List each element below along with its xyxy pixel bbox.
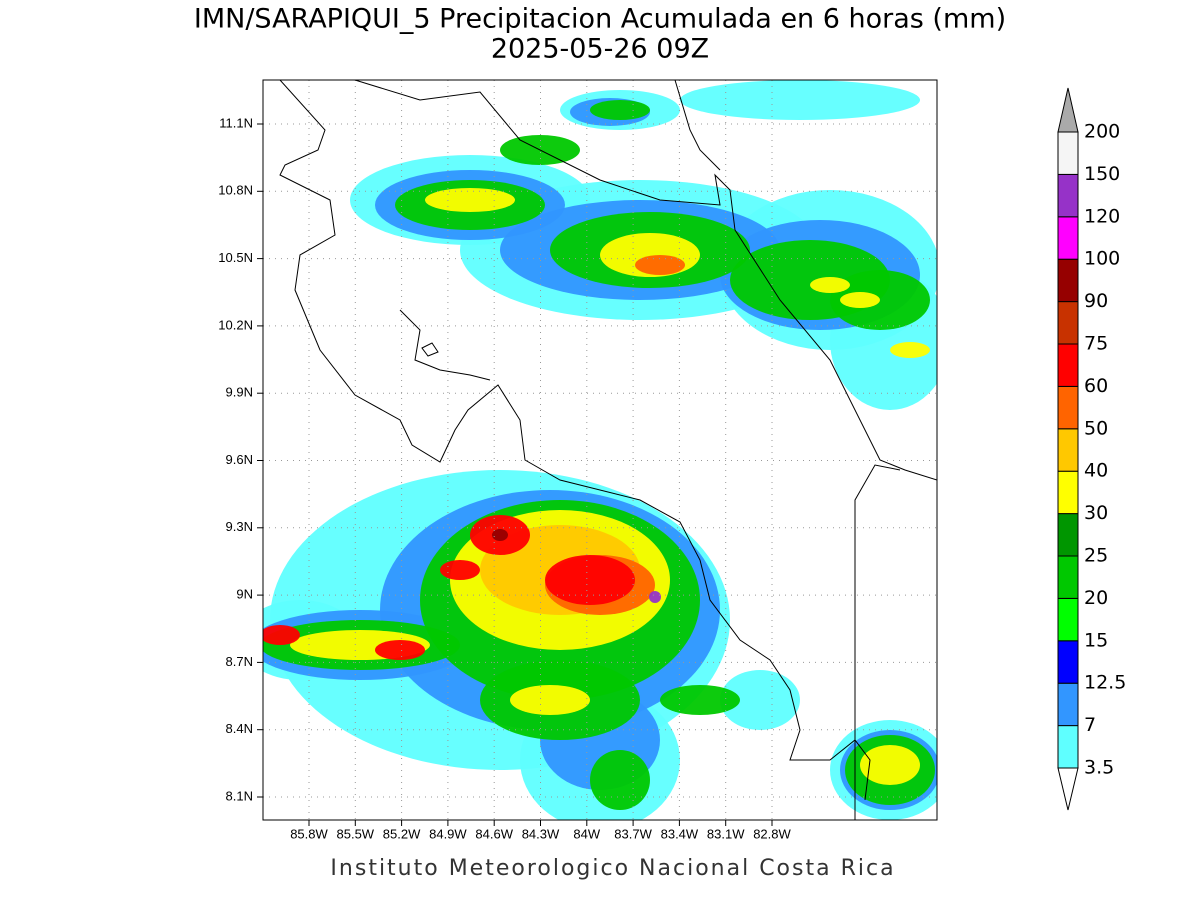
- lon-tick-label: 83.7W: [614, 826, 652, 841]
- precip-area: [720, 670, 800, 730]
- colorbar-segment: [1057, 343, 1079, 387]
- subtitle: 2025-05-26 09Z: [491, 34, 709, 65]
- lon-tick-label: 85.5W: [337, 826, 375, 841]
- lat-tick-label: 8.4N: [226, 721, 253, 736]
- colorbar-label: 25: [1084, 545, 1108, 567]
- lon-tick-label: 84W: [573, 826, 600, 841]
- precip-area: [590, 750, 650, 810]
- grid: 85.8W 85.5W 85.2W 84.9W 84.6W 84.3W 84W 83.7W 83…: [218, 80, 937, 841]
- lat-tick-label: 9.6N: [226, 452, 253, 467]
- precip-area: [635, 255, 685, 275]
- precip-area: [510, 685, 590, 715]
- lon-tick-label: 84.3W: [522, 826, 560, 841]
- lat-tick-label: 10.8N: [218, 183, 253, 198]
- colorbar-label: 60: [1084, 375, 1108, 397]
- colorbar-segment: [1057, 131, 1079, 175]
- colorbar-segment: [1057, 470, 1079, 515]
- colorbar-label: 15: [1084, 629, 1108, 651]
- precip-area: [545, 555, 635, 605]
- lon-tick-label: 83.1W: [707, 826, 745, 841]
- coastline: [399, 309, 491, 381]
- lon-tick-label: 85.8W: [290, 826, 328, 841]
- border: [854, 464, 901, 820]
- colorbar-label: 20: [1084, 587, 1108, 609]
- precip-area: [425, 188, 515, 212]
- lon-tick-label: 85.2W: [383, 826, 421, 841]
- colorbar-over: [1057, 87, 1079, 133]
- lon-tick-label: 84.9W: [429, 826, 467, 841]
- colorbar-label: 3.5: [1084, 757, 1114, 779]
- lat-tick-label: 10.2N: [218, 317, 253, 332]
- colorbar-label: 150: [1084, 163, 1120, 185]
- title: IMN/SARAPIQUI_5 Precipitacion Acumulada …: [194, 4, 1006, 35]
- precip-area: [590, 100, 650, 120]
- precip-area: [649, 591, 661, 603]
- colorbar-segment: [1057, 725, 1079, 769]
- coastline: [279, 80, 871, 801]
- border: [674, 80, 721, 171]
- colorbar-label: 100: [1084, 248, 1120, 270]
- lat-tick-label: 9N: [236, 587, 253, 602]
- colorbar-segment: [1057, 555, 1079, 599]
- precip-area: [810, 277, 850, 293]
- colorbar-label: 90: [1084, 290, 1108, 312]
- lat-tick-label: 8.7N: [226, 654, 253, 669]
- lat-tick-label: 11.1N: [219, 115, 253, 130]
- lat-tick-label: 10.5N: [218, 250, 253, 265]
- colorbar-label: 12.5: [1084, 672, 1126, 694]
- lake: [421, 342, 439, 357]
- precip-area: [840, 292, 880, 308]
- colorbar-segment: [1057, 682, 1079, 727]
- colorbar-segment: [1057, 428, 1079, 472]
- precip-area: [860, 745, 920, 785]
- colorbar-label: 7: [1084, 714, 1096, 736]
- lon-tick-label: 83.4W: [661, 826, 699, 841]
- coastlines: [279, 80, 937, 820]
- precip-area: [263, 625, 300, 645]
- colorbar-segment: [1057, 640, 1079, 684]
- colorbar: 3.5 7 12.5 15 20 25 30 40 50 60 75 90 100 120 150 200: [1057, 87, 1126, 811]
- footer: Instituto Meteorologico Nacional Costa R…: [330, 856, 895, 881]
- colorbar-segment: [1057, 258, 1079, 303]
- lon-tick-label: 82.8W: [753, 826, 791, 841]
- colorbar-label: 40: [1084, 460, 1108, 482]
- precip-area: [660, 685, 740, 715]
- colorbar-segment: [1057, 216, 1079, 260]
- precip-area: [890, 342, 930, 358]
- precip-area: [440, 560, 480, 580]
- colorbar-segment: [1057, 597, 1079, 642]
- precip-area: [680, 80, 920, 120]
- precip-area: [375, 640, 425, 660]
- lon-tick-label: 84.6W: [475, 826, 513, 841]
- colorbar-label: 30: [1084, 502, 1108, 524]
- precip-area: [492, 529, 508, 541]
- lat-tick-label: 9.9N: [226, 385, 253, 400]
- colorbar-label: 200: [1084, 121, 1120, 143]
- lat-tick-label: 8.1N: [226, 788, 253, 803]
- lat-tick-label: 9.3N: [226, 519, 253, 534]
- precip-field: [263, 80, 937, 820]
- colorbar-segment: [1057, 385, 1079, 430]
- colorbar-under: [1057, 767, 1079, 811]
- colorbar-label: 50: [1084, 417, 1108, 439]
- map-frame: [262, 79, 938, 821]
- colorbar-segment: [1057, 513, 1079, 557]
- colorbar-segment: [1057, 301, 1079, 345]
- colorbar-segment: [1057, 173, 1079, 218]
- colorbar-label: 120: [1084, 205, 1120, 227]
- border: [354, 80, 937, 481]
- colorbar-label: 75: [1084, 333, 1108, 355]
